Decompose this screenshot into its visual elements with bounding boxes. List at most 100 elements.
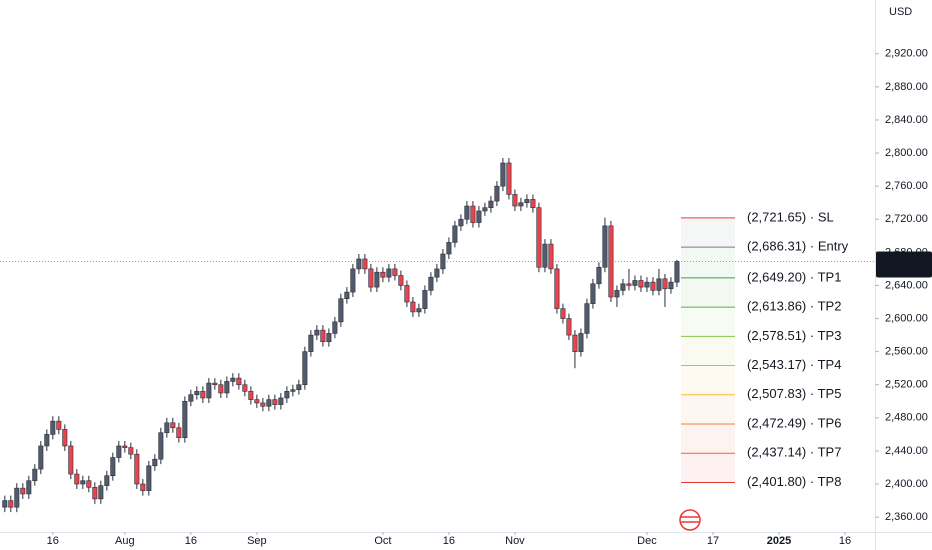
candle-body xyxy=(56,420,62,430)
level-zone xyxy=(681,217,735,248)
candle-body xyxy=(80,480,86,485)
candle-body xyxy=(32,468,38,482)
candle-body xyxy=(590,283,596,304)
y-tick-label: 2,760.00 xyxy=(885,180,928,192)
candle-body xyxy=(524,199,530,204)
candle-body xyxy=(332,321,338,334)
candle-body xyxy=(278,397,284,405)
y-tick-label: 2,880.00 xyxy=(885,81,928,93)
candle-body xyxy=(224,381,230,394)
candle-body xyxy=(392,268,398,276)
candle-body xyxy=(482,207,488,212)
candle-body xyxy=(440,253,446,270)
y-tick-label: 2,840.00 xyxy=(885,114,928,126)
candle-body xyxy=(476,210,482,223)
x-tick-label: 2025 xyxy=(767,535,791,547)
currency-label: USD xyxy=(889,6,912,18)
candle-body xyxy=(116,445,122,458)
candle-body xyxy=(212,382,218,386)
candle-body xyxy=(602,225,608,268)
candle-body xyxy=(8,500,14,508)
countdown-label: 07:19:36 xyxy=(882,264,925,276)
candle-body xyxy=(254,399,260,404)
candle-body xyxy=(194,391,200,395)
candle-body xyxy=(380,271,386,278)
x-tick-label: Sep xyxy=(247,535,267,547)
candle-body xyxy=(566,318,572,336)
candle-body xyxy=(260,402,266,407)
level-zone xyxy=(681,365,735,395)
candle-body xyxy=(182,400,188,438)
candle-body xyxy=(38,445,44,470)
candle-body xyxy=(68,445,74,475)
candle-body xyxy=(458,218,464,227)
y-tick-label: 2,520.00 xyxy=(885,379,928,391)
currency-button[interactable] xyxy=(880,2,920,22)
y-tick-label: 2,720.00 xyxy=(885,213,928,225)
level-zone xyxy=(681,277,735,308)
candle-body xyxy=(308,334,314,352)
candle-body xyxy=(560,308,566,319)
candle-body xyxy=(500,162,506,187)
candle-body xyxy=(158,432,164,460)
x-tick-label: 16 xyxy=(185,535,197,547)
level-label: (2,507.83) · TP5 xyxy=(747,386,841,401)
candle-body xyxy=(356,258,362,270)
candle-body xyxy=(320,329,326,343)
candle-body xyxy=(302,351,308,386)
candle-body xyxy=(314,329,320,336)
x-tick-label: 16 xyxy=(47,535,59,547)
level-label: (2,686.31) · Entry xyxy=(747,239,849,254)
candle-body xyxy=(662,278,668,290)
candle-body xyxy=(350,268,356,293)
x-tick-label: 17 xyxy=(707,535,719,547)
candle-body xyxy=(284,391,290,399)
candle-body xyxy=(614,290,620,298)
candle-body xyxy=(338,298,344,323)
last-price-box xyxy=(876,251,932,278)
candle-body xyxy=(206,382,212,399)
candle-body xyxy=(374,271,380,288)
candle-body xyxy=(176,427,182,438)
candle-body xyxy=(488,200,494,208)
candle-body xyxy=(512,194,518,207)
x-tick-label: Nov xyxy=(505,535,525,547)
candle-body xyxy=(290,389,296,392)
candle-body xyxy=(536,207,542,268)
candle-body xyxy=(230,377,236,382)
candle-body xyxy=(20,487,26,495)
level-zone xyxy=(681,336,735,366)
y-tick-label: 2,440.00 xyxy=(885,445,928,457)
candle-body xyxy=(248,391,254,400)
y-tick-label: 2,480.00 xyxy=(885,412,928,424)
candle-body xyxy=(62,429,68,447)
candle-body xyxy=(242,384,248,392)
candle-body xyxy=(368,268,374,288)
candle-body xyxy=(428,276,434,291)
candle-body xyxy=(170,422,176,429)
level-label: (2,401.80) · TP8 xyxy=(747,474,841,489)
y-tick-label: 2,560.00 xyxy=(885,346,928,358)
candle-body xyxy=(542,243,548,268)
candle-body xyxy=(470,205,476,223)
candle-body xyxy=(236,377,242,386)
candle-body xyxy=(410,301,416,313)
candle-body xyxy=(146,465,152,491)
candle-body xyxy=(452,225,458,243)
candle-body xyxy=(596,266,602,285)
candle-body xyxy=(632,280,638,286)
candle-body xyxy=(416,308,422,313)
candle-body xyxy=(656,278,662,291)
candle-body xyxy=(2,500,8,508)
candle-body xyxy=(74,473,80,485)
x-tick-label: 16 xyxy=(443,535,455,547)
candle-body xyxy=(584,303,590,334)
candle-body xyxy=(434,268,440,278)
candle-body xyxy=(530,199,536,208)
candle-body xyxy=(218,384,224,394)
x-tick-label: Dec xyxy=(637,535,657,547)
candle-body xyxy=(14,487,20,508)
candle-body xyxy=(422,290,428,309)
